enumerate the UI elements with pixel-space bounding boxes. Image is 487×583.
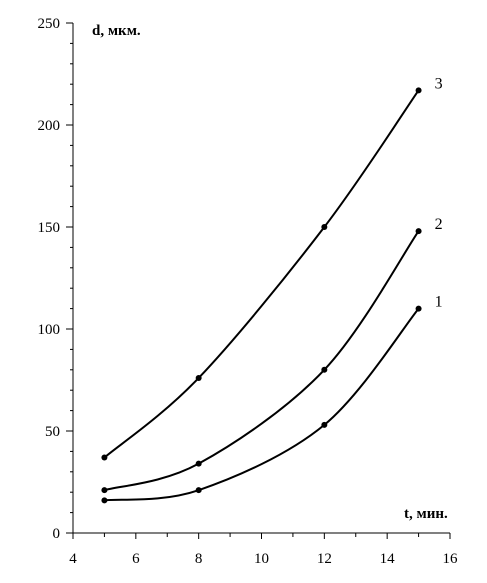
x-tick-label: 14 bbox=[380, 551, 396, 567]
y-tick-label: 0 bbox=[53, 526, 61, 542]
series-line-2 bbox=[104, 230, 420, 492]
series-1: 1 bbox=[101, 294, 443, 504]
data-point-2 bbox=[321, 366, 328, 373]
y-tick-label: 200 bbox=[38, 118, 61, 134]
data-point-2 bbox=[101, 487, 108, 494]
x-tick-label: 4 bbox=[69, 551, 77, 567]
y-tick-label: 50 bbox=[45, 424, 60, 440]
series-line-1 bbox=[104, 307, 420, 502]
series-label-3: 3 bbox=[435, 75, 443, 92]
data-point-2 bbox=[415, 228, 422, 235]
data-point-3 bbox=[321, 224, 328, 230]
data-point-1 bbox=[101, 497, 108, 504]
x-tick-label: 10 bbox=[254, 551, 269, 567]
data-point-1 bbox=[321, 421, 328, 428]
series-layer: 1 2 3 bbox=[101, 75, 443, 504]
y-tick-label: 100 bbox=[38, 322, 61, 338]
data-point-3 bbox=[195, 374, 202, 381]
series-2: 2 bbox=[101, 216, 443, 494]
x-tick-label: 6 bbox=[132, 551, 140, 567]
y-tick-label: 250 bbox=[38, 16, 61, 32]
y-tick-label: 150 bbox=[38, 220, 61, 236]
series-line-3 bbox=[103, 89, 420, 459]
data-point-3 bbox=[415, 87, 422, 94]
x-tick-label: 16 bbox=[443, 551, 459, 567]
series-label-1: 1 bbox=[435, 294, 443, 311]
x-tick-label: 12 bbox=[317, 551, 332, 567]
series-label-2: 2 bbox=[435, 216, 443, 233]
x-tick-label: 8 bbox=[195, 551, 203, 567]
data-point-1 bbox=[195, 487, 202, 494]
data-point-3 bbox=[101, 454, 108, 461]
data-point-1 bbox=[415, 305, 422, 312]
x-axis-title: t, мин. bbox=[404, 506, 448, 522]
y-axis-title: d, мкм. bbox=[92, 23, 141, 39]
series-3: 3 bbox=[101, 75, 443, 461]
data-point-2 bbox=[195, 460, 202, 467]
